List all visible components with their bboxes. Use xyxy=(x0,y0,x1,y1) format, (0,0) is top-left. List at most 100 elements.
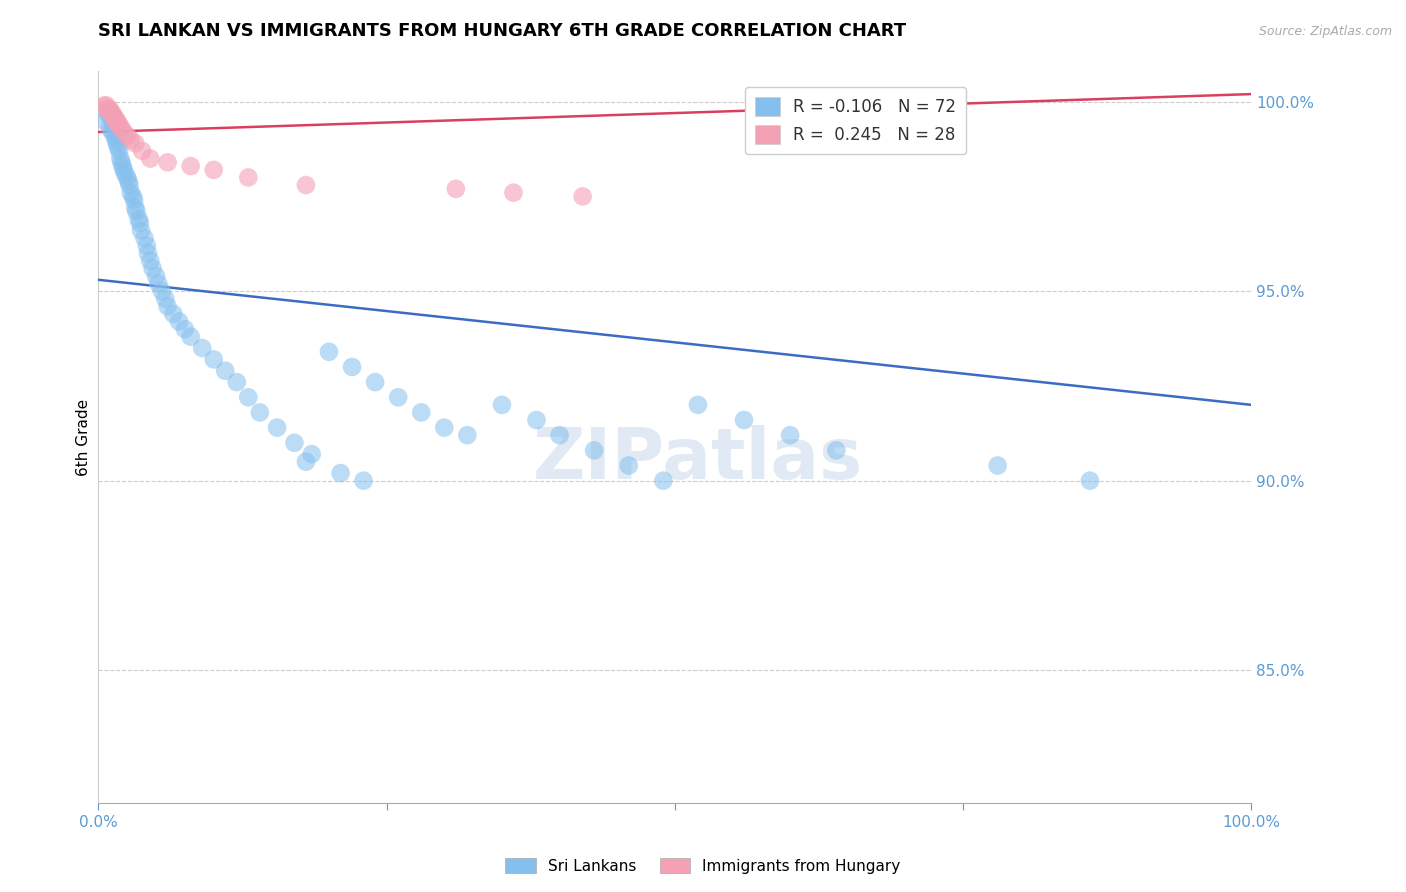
Point xyxy=(108,117,131,131)
Point xyxy=(456,428,478,442)
Point xyxy=(114,167,136,181)
Point xyxy=(266,420,288,434)
Text: Source: ZipAtlas.com: Source: ZipAtlas.com xyxy=(1258,25,1392,38)
Point xyxy=(112,125,135,139)
Point xyxy=(583,443,606,458)
Point xyxy=(118,178,141,192)
Point xyxy=(686,398,709,412)
Point xyxy=(125,204,148,219)
Point xyxy=(101,125,124,139)
Point xyxy=(122,189,145,203)
Point xyxy=(104,132,127,146)
Point xyxy=(103,110,125,124)
Point xyxy=(100,106,122,120)
Point xyxy=(93,98,115,112)
Point xyxy=(129,216,152,230)
Point xyxy=(122,193,145,207)
Point xyxy=(97,102,120,116)
Point xyxy=(145,268,167,283)
Point xyxy=(98,102,121,116)
Point xyxy=(117,174,139,188)
Point xyxy=(329,466,352,480)
Point xyxy=(155,292,177,306)
Point xyxy=(117,170,139,185)
Point xyxy=(124,201,146,215)
Text: ZIPatlas: ZIPatlas xyxy=(533,425,863,493)
Text: SRI LANKAN VS IMMIGRANTS FROM HUNGARY 6TH GRADE CORRELATION CHART: SRI LANKAN VS IMMIGRANTS FROM HUNGARY 6T… xyxy=(98,22,907,40)
Point xyxy=(103,128,125,143)
Point xyxy=(101,106,124,120)
Point xyxy=(131,144,153,158)
Point xyxy=(433,420,456,434)
Point xyxy=(107,140,129,154)
Point xyxy=(105,136,128,151)
Point xyxy=(142,261,165,276)
Point xyxy=(318,344,340,359)
Point xyxy=(124,136,146,151)
Point xyxy=(202,352,225,367)
Point xyxy=(148,277,170,291)
Point xyxy=(139,152,162,166)
Point xyxy=(105,113,128,128)
Point xyxy=(444,182,467,196)
Point xyxy=(283,435,305,450)
Point xyxy=(301,447,323,461)
Point xyxy=(98,110,121,124)
Point xyxy=(110,152,132,166)
Point xyxy=(180,159,202,173)
Point xyxy=(96,98,118,112)
Point xyxy=(135,238,157,252)
Point xyxy=(117,128,139,143)
Point xyxy=(110,121,132,136)
Point xyxy=(364,375,387,389)
Point xyxy=(617,458,640,473)
Point xyxy=(825,443,848,458)
Point xyxy=(214,364,236,378)
Point xyxy=(129,223,152,237)
Point xyxy=(167,314,190,328)
Point xyxy=(156,299,179,313)
Point xyxy=(387,390,409,404)
Point xyxy=(987,458,1010,473)
Point xyxy=(225,375,247,389)
Point xyxy=(526,413,548,427)
Point xyxy=(136,246,159,260)
Point xyxy=(249,405,271,419)
Point xyxy=(733,413,755,427)
Point xyxy=(150,284,173,298)
Point xyxy=(139,253,162,268)
Legend: R = -0.106   N = 72, R =  0.245   N = 28: R = -0.106 N = 72, R = 0.245 N = 28 xyxy=(745,87,966,153)
Legend: Sri Lankans, Immigrants from Hungary: Sri Lankans, Immigrants from Hungary xyxy=(499,852,907,880)
Point xyxy=(571,189,593,203)
Point xyxy=(104,113,127,128)
Point xyxy=(295,455,318,469)
Point xyxy=(353,474,375,488)
Point xyxy=(652,474,675,488)
Point xyxy=(103,117,125,131)
Point xyxy=(502,186,524,200)
Point xyxy=(191,341,214,355)
Point xyxy=(103,110,125,124)
Point xyxy=(134,231,156,245)
Point xyxy=(340,359,363,374)
Point xyxy=(295,178,318,192)
Point xyxy=(238,170,260,185)
Point xyxy=(120,132,142,146)
Point xyxy=(98,121,121,136)
Point xyxy=(548,428,571,442)
Point xyxy=(107,117,129,131)
Point xyxy=(120,186,142,200)
Point xyxy=(93,113,115,128)
Point xyxy=(779,428,801,442)
Point xyxy=(110,155,132,169)
Point xyxy=(1078,474,1101,488)
Point xyxy=(411,405,433,419)
Point xyxy=(491,398,513,412)
Point xyxy=(111,159,134,173)
Point xyxy=(180,329,202,343)
Point xyxy=(162,307,184,321)
Point xyxy=(202,162,225,177)
Point xyxy=(238,390,260,404)
Point xyxy=(97,106,120,120)
Point xyxy=(108,144,131,158)
